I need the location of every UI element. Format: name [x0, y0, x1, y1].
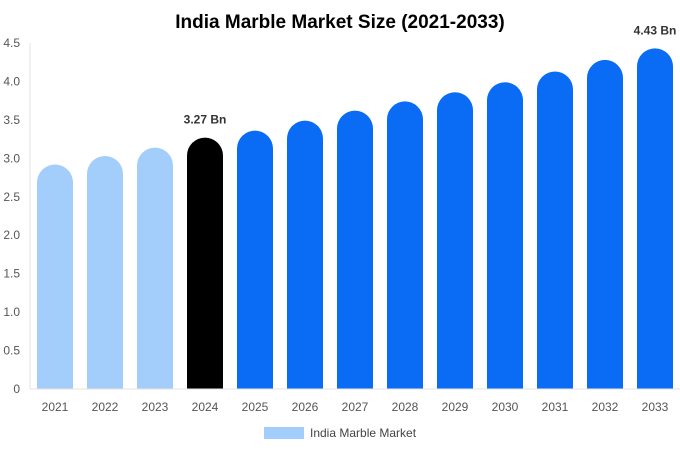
y-tick-label: 2.0	[3, 228, 20, 242]
x-tick-label: 2023	[142, 400, 169, 414]
x-axis: 2021 2022 2023 2024 2025 2026 2027 2028 2029 2030…	[30, 388, 680, 414]
data-labels: 3.27 Bn 4.43 Bn	[184, 23, 677, 126]
bar-2032	[587, 59, 623, 390]
bar-2029	[437, 92, 473, 389]
y-tick-label: 0	[13, 382, 20, 396]
y-tick-label: 3.0	[3, 151, 20, 165]
bar-2024	[187, 137, 223, 389]
x-tick-label: 2031	[542, 400, 569, 414]
bars	[37, 48, 673, 390]
bar-2033	[637, 48, 673, 389]
x-tick-label: 2032	[592, 400, 619, 414]
chart-title: India Marble Market Size (2021-2033)	[175, 12, 504, 33]
bar-2027	[337, 110, 373, 389]
x-tick-label: 2021	[42, 400, 69, 414]
bar-2023	[137, 147, 173, 389]
x-tick-label: 2029	[442, 400, 469, 414]
bar-2022	[87, 156, 123, 389]
legend-swatch	[264, 427, 304, 439]
bar-2026	[287, 120, 323, 389]
legend-label: India Marble Market	[310, 426, 417, 440]
bar-2021	[37, 164, 73, 389]
bar-2030	[487, 82, 523, 390]
x-tick-label: 2022	[92, 400, 119, 414]
x-tick-label: 2024	[192, 400, 219, 414]
x-tick-label: 2033	[642, 400, 669, 414]
x-tick-label: 2025	[242, 400, 269, 414]
data-label-2033: 4.43 Bn	[634, 23, 677, 37]
bar-2028	[387, 101, 423, 390]
x-tick-label: 2026	[292, 400, 319, 414]
x-tick-label: 2028	[392, 400, 419, 414]
x-tick-label: 2027	[342, 400, 369, 414]
y-tick-label: 1.5	[3, 267, 20, 281]
y-axis: 0 0.5 1.0 1.5 2.0 2.5 3.0 3.5 4.0 4.5	[3, 36, 31, 396]
y-tick-label: 4.0	[3, 74, 20, 88]
bar-2025	[237, 130, 273, 389]
data-label-2024: 3.27 Bn	[184, 113, 227, 127]
y-tick-label: 0.5	[3, 344, 20, 358]
legend: India Marble Market	[264, 426, 417, 440]
y-tick-label: 3.5	[3, 113, 20, 127]
x-tick-label: 2030	[492, 400, 519, 414]
y-tick-label: 1.0	[3, 305, 20, 319]
y-tick-label: 2.5	[3, 190, 20, 204]
y-tick-label: 4.5	[3, 36, 20, 50]
bar-2031	[537, 71, 573, 390]
